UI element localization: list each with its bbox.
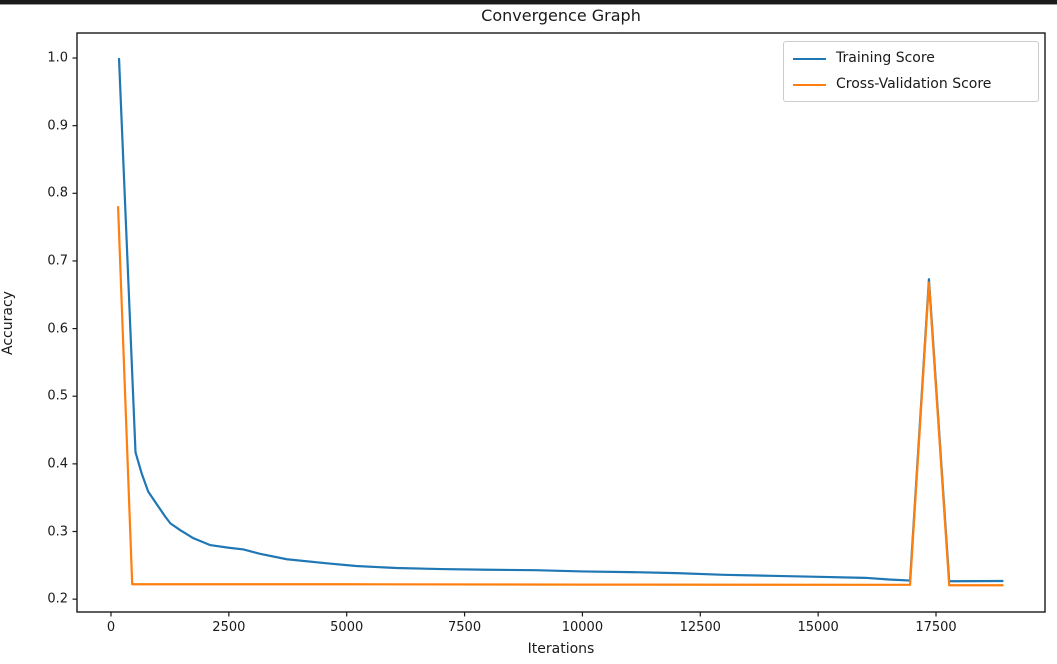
x-tick-label: 2500 bbox=[212, 620, 246, 635]
x-tick-label: 12500 bbox=[679, 620, 721, 635]
x-tick-label: 17500 bbox=[915, 620, 957, 635]
legend-label: Training Score bbox=[836, 50, 935, 66]
chart-title: Convergence Graph bbox=[481, 6, 641, 25]
x-axis-label: Iterations bbox=[527, 641, 595, 657]
y-tick-label: 1.0 bbox=[47, 50, 68, 66]
legend-entry-cross-validation-score: Cross-Validation Score bbox=[790, 75, 1028, 94]
y-axis-label: Accuracy bbox=[0, 291, 16, 355]
cross-validation-score-line bbox=[116, 206, 1004, 587]
training-score-line-swatch bbox=[793, 57, 826, 60]
training-score-line bbox=[117, 57, 1004, 583]
y-tick-label: 0.2 bbox=[47, 591, 68, 607]
y-tick-label: 0.6 bbox=[47, 321, 68, 337]
legend-entry-training-score: Training Score bbox=[790, 49, 1028, 68]
y-tick-label: 0.9 bbox=[47, 118, 68, 134]
legend: Training Score Cross-Validation Score bbox=[783, 41, 1039, 102]
x-tick-label: 5000 bbox=[330, 620, 364, 635]
y-tick-label: 0.7 bbox=[47, 253, 68, 269]
window-top-edge-highlight bbox=[0, 4, 1057, 5]
cross-validation-score-line-swatch bbox=[793, 83, 826, 86]
x-tick-label: 7500 bbox=[448, 620, 482, 635]
x-tick-label: 10000 bbox=[561, 620, 604, 635]
y-tick-label: 0.5 bbox=[47, 388, 68, 404]
legend-label: Cross-Validation Score bbox=[836, 76, 992, 92]
plot-area bbox=[76, 32, 1046, 613]
x-tick-label: 0 bbox=[106, 620, 116, 635]
y-tick-label: 0.4 bbox=[47, 456, 68, 472]
window-top-edge bbox=[0, 0, 1057, 4]
x-tick-label: 15000 bbox=[797, 620, 839, 635]
y-tick-label: 0.3 bbox=[47, 524, 68, 539]
y-tick-label: 0.8 bbox=[47, 185, 68, 201]
